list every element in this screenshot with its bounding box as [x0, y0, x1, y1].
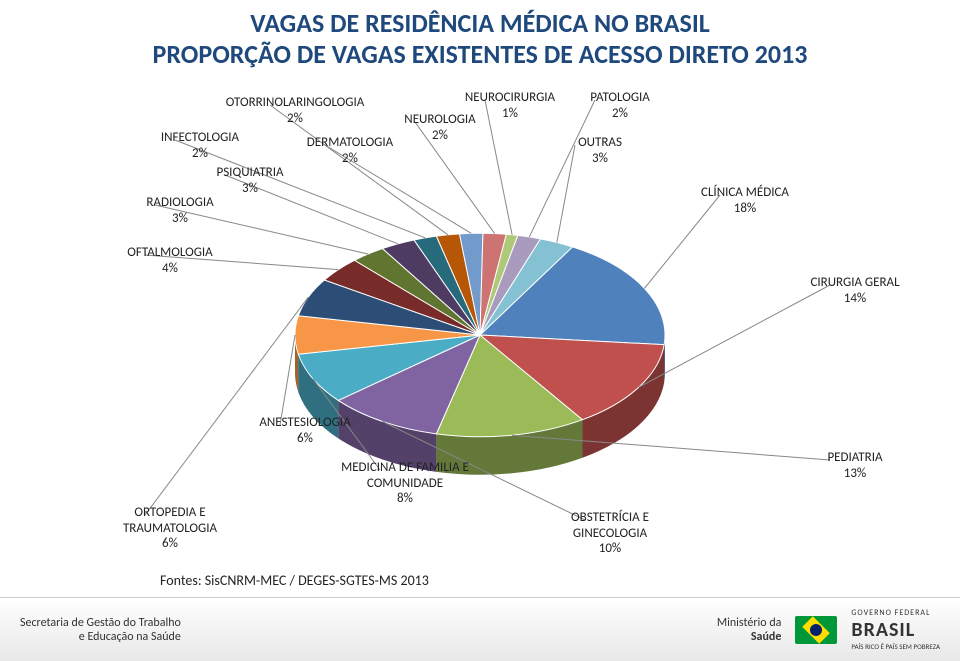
footer-secretaria-l2: e Educação na Saúde	[20, 630, 181, 644]
title-line1: VAGAS DE RESIDÊNCIA MÉDICA NO BRASIL	[0, 8, 960, 39]
footer-gov: GOVERNO FEDERAL	[851, 608, 940, 618]
footer-tagline: PAÍS RICO É PAÍS SEM POBREZA	[851, 642, 940, 651]
slice-label: PEDIATRIA13%	[780, 450, 930, 481]
slice-label: PATOLOGIA2%	[545, 90, 695, 121]
slice-label: RADIOLOGIA3%	[105, 195, 255, 226]
slice-label: PSIQUIATRIA3%	[175, 165, 325, 196]
footer-brand: BRASIL	[851, 618, 940, 642]
slice-label: OFTALMOLOGIA4%	[95, 245, 245, 276]
slice-label: ORTOPEDIA ETRAUMATOLOGIA6%	[95, 505, 245, 552]
slice-label: CIRURGIA GERAL14%	[780, 275, 930, 306]
footer-ministry-l1: Ministério da	[717, 616, 782, 630]
slice-label: INFECTOLOGIA2%	[125, 130, 275, 161]
footer-bar: Secretaria de Gestão do Trabalho e Educa…	[0, 597, 960, 661]
slice-label: OUTRAS3%	[525, 135, 675, 166]
leader-line	[145, 297, 308, 515]
pie-chart: CLÍNICA MÉDICA18% CIRURGIA GERAL14% PEDIAT…	[0, 80, 960, 560]
footer-left: Secretaria de Gestão do Trabalho e Educa…	[20, 616, 181, 644]
slice-label: ANESTESIOLOGIA6%	[230, 415, 380, 446]
footer-right: Ministério da Saúde GOVERNO FEDERAL BRAS…	[717, 608, 940, 651]
brazil-flag-icon	[795, 616, 837, 644]
footer-ministry-l2: Saúde	[717, 630, 782, 644]
slice-label: OTORRINOLARINGOLOGIA2%	[220, 95, 370, 126]
footer-secretaria-l1: Secretaria de Gestão do Trabalho	[20, 616, 181, 630]
slice-label: MEDICINA DE FAMILIA ECOMUNIDADE8%	[330, 460, 480, 507]
slice-label: CLÍNICA MÉDICA18%	[670, 185, 820, 216]
leader-line	[280, 335, 295, 425]
chart-title: VAGAS DE RESIDÊNCIA MÉDICA NO BRASIL PRO…	[0, 0, 960, 70]
title-line2: PROPORÇÃO DE VAGAS EXISTENTES DE ACESSO …	[0, 39, 960, 70]
slice-label: OBSTETRÍCIA E GINECOLOGIA10%	[535, 510, 685, 557]
sources-text: Fontes: SisCNRM-MEC / DEGES-SGTES-MS 201…	[160, 572, 429, 589]
